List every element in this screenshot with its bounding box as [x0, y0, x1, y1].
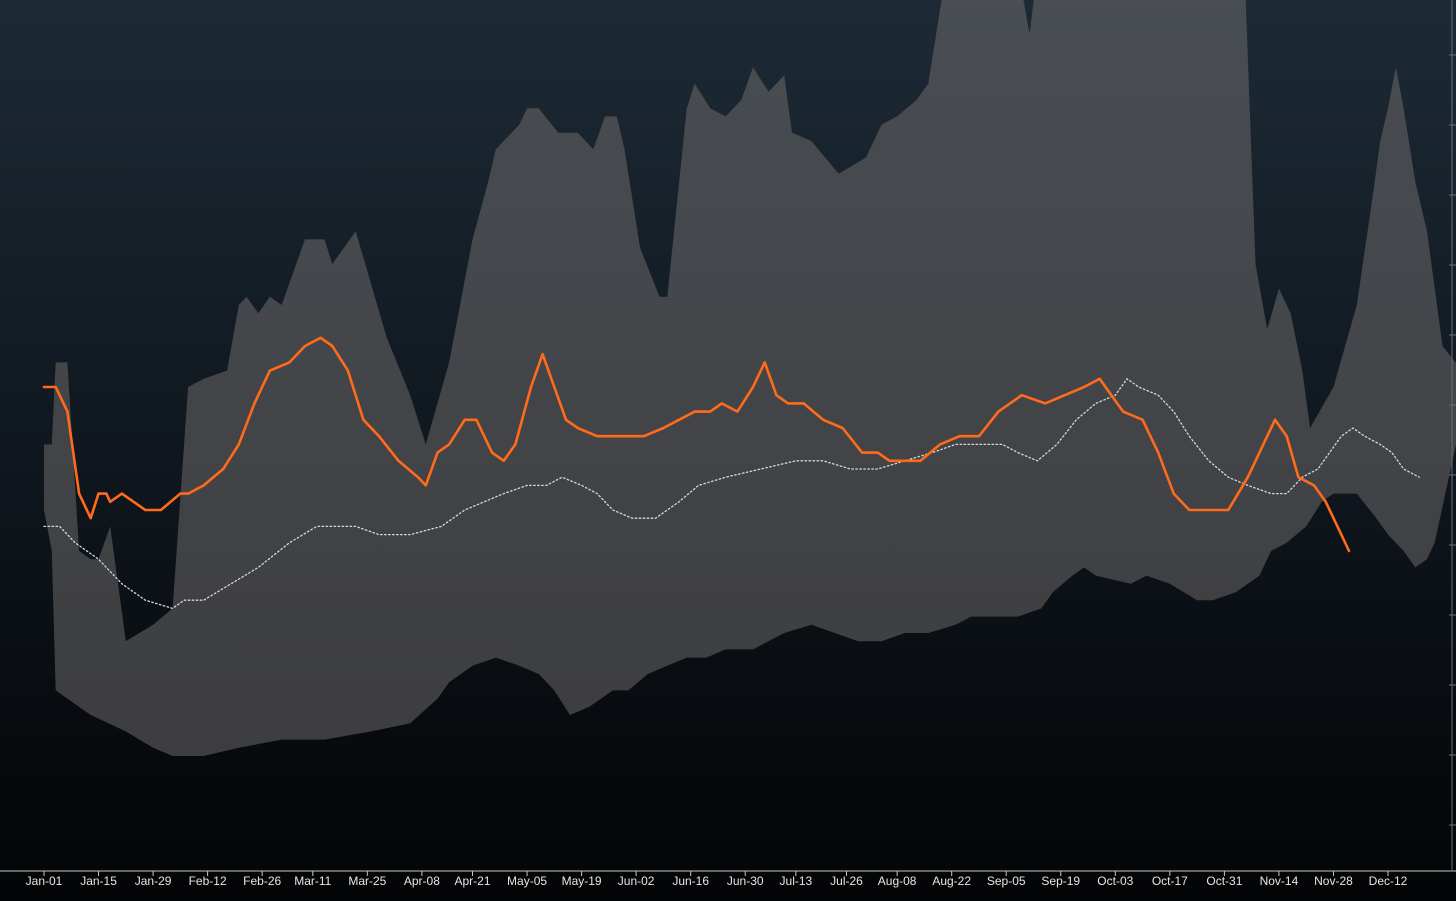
x-tick-label: Nov-14: [1260, 874, 1299, 888]
x-tick-label: Jan-01: [26, 874, 63, 888]
x-tick-label: Dec-12: [1369, 874, 1408, 888]
x-tick-label: Jan-15: [80, 874, 117, 888]
x-tick-label: Mar-25: [348, 874, 386, 888]
series-layer: [42, 336, 1420, 610]
x-tick-label: Aug-22: [932, 874, 971, 888]
x-tick-label: Mar-11: [294, 874, 331, 888]
x-tick-label: May-19: [562, 874, 602, 888]
x-tick-label: Apr-21: [455, 874, 491, 888]
x-tick-label: Sep-19: [1041, 874, 1080, 888]
range-band-layer: [44, 0, 1456, 756]
range-band-area: [44, 0, 1456, 756]
x-tick-label: Jul-13: [780, 874, 813, 888]
x-tick-label: Jul-26: [830, 874, 863, 888]
x-tick-label: Jan-29: [135, 874, 172, 888]
x-tick-label: Oct-03: [1097, 874, 1133, 888]
x-tick-label: Feb-26: [243, 874, 281, 888]
dotted-series-line: [43, 378, 1420, 610]
right-axis-ticks: [1449, 54, 1456, 826]
x-tick-label: Feb-12: [189, 874, 227, 888]
x-tick-label: Aug-08: [878, 874, 917, 888]
x-tick-label: Jun-16: [672, 874, 709, 888]
x-tick-label: Apr-08: [404, 874, 440, 888]
x-tick-label: May-05: [507, 874, 547, 888]
x-tick-label: Jun-30: [727, 874, 764, 888]
x-tick-label: Oct-31: [1206, 874, 1242, 888]
x-tick-label: Sep-05: [987, 874, 1026, 888]
x-tick-label: Jun-02: [618, 874, 655, 888]
orange-series-line: [42, 336, 1351, 553]
x-tick-label: Oct-17: [1152, 874, 1188, 888]
x-tick-label: Nov-28: [1314, 874, 1353, 888]
